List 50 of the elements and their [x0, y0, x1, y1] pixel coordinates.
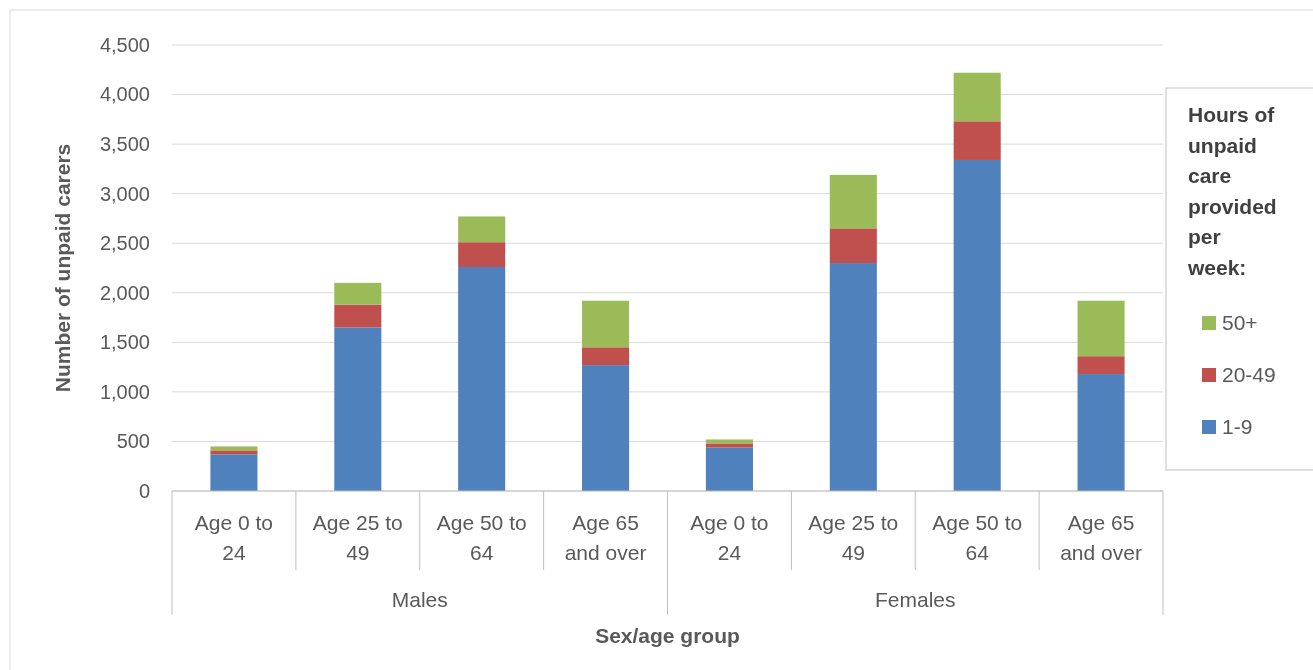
x-tick-label: Age 65 and over: [564, 511, 647, 564]
bar: [458, 242, 506, 268]
text: Females: [874, 588, 956, 611]
bar: [210, 450, 258, 455]
bar: [829, 228, 877, 264]
y-tick-label: 1,000: [99, 380, 150, 403]
bar: [829, 263, 877, 491]
bar: [705, 439, 753, 444]
bar: [829, 174, 877, 229]
y-tick-label: 3,000: [99, 182, 150, 205]
bar: [334, 304, 382, 328]
x-tick-label: Age 25 to 49: [808, 511, 899, 564]
x-tick-label: Age 0 to 24: [690, 511, 769, 564]
legend-label: 20-49: [1222, 363, 1276, 386]
y-tick-label: 4,500: [99, 33, 150, 56]
bar: [953, 121, 1001, 160]
bar: [582, 347, 630, 366]
x-tick-label: Age 50 to 64: [436, 511, 527, 564]
y-tick-label: 500: [116, 430, 150, 453]
bar: [1077, 300, 1125, 357]
y-axis-title: Number of unpaid carers: [51, 143, 74, 393]
bar: [210, 454, 258, 491]
y-tick-label: 3,500: [99, 133, 150, 156]
x-tick-label: Age 65 and over: [1060, 511, 1142, 564]
bar: [334, 282, 382, 305]
bar: [334, 327, 382, 491]
bar: [458, 216, 506, 243]
bar: [582, 300, 630, 348]
legend-label: 1-9: [1222, 415, 1253, 438]
bar: [705, 443, 753, 448]
y-tick-label: 1,500: [99, 331, 150, 354]
legend-label: 50+: [1222, 311, 1258, 334]
bar: [953, 72, 1001, 122]
y-tick-label: 2,500: [99, 232, 150, 255]
bar: [1077, 356, 1125, 375]
y-tick-label: 2,000: [99, 281, 150, 304]
x-axis-title: Sex/age group: [595, 624, 740, 647]
y-tick-label: 4,000: [99, 83, 150, 106]
bar: [458, 267, 506, 491]
bar: [210, 446, 258, 451]
legend-title: Hours of unpaid care provided per week:: [1187, 103, 1277, 279]
x-tick-label: Age 25 to 49: [312, 511, 403, 564]
bar: [953, 159, 1001, 491]
text: Males: [391, 588, 448, 611]
bar: [582, 365, 630, 491]
bar: [705, 447, 753, 491]
x-tick-label: Age 0 to 24: [194, 511, 274, 564]
x-tick-label: Age 50 to 64: [932, 511, 1023, 564]
bar: [1077, 374, 1125, 491]
y-tick-label: 0: [138, 479, 150, 502]
